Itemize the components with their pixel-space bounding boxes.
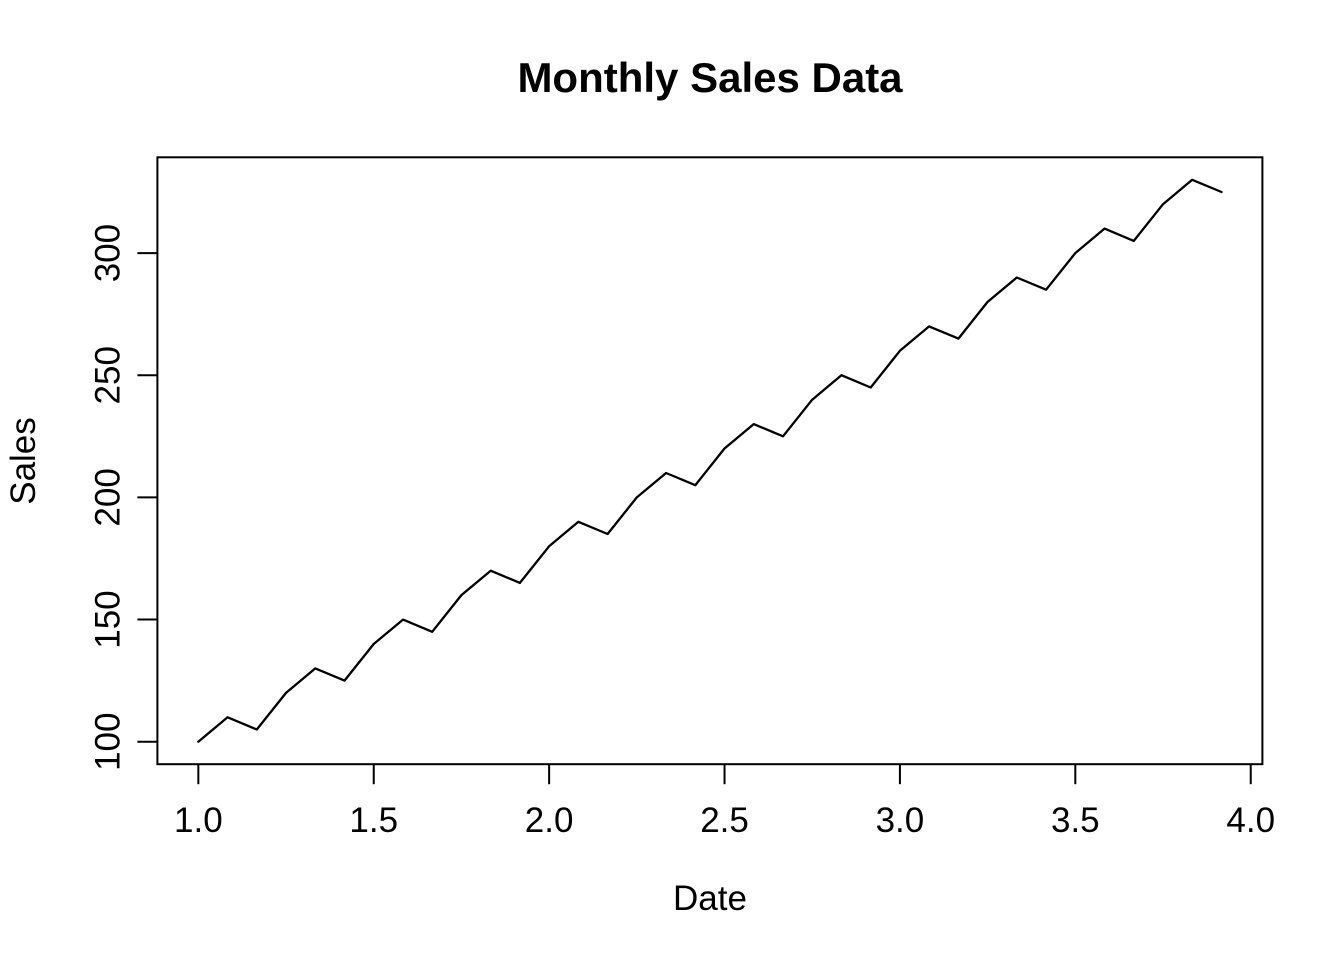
x-tick-label: 2.5 (700, 801, 749, 840)
x-tick-label: 1.0 (174, 801, 223, 840)
chart-title: Monthly Sales Data (517, 54, 903, 101)
plot-area: 1.0 1.5 2.0 2.5 3.0 3.5 4.0 100 150 200 250 300 (89, 156, 1275, 840)
x-tick-label: 3.0 (876, 801, 925, 840)
x-tick-label: 1.5 (349, 801, 398, 840)
x-tick-label: 3.5 (1051, 801, 1100, 840)
x-tick-label: 4.0 (1226, 801, 1275, 840)
x-axis-label: Date (673, 879, 747, 918)
y-tick-label: 300 (89, 224, 128, 282)
y-tick-label: 200 (89, 468, 128, 526)
y-tick-label: 150 (89, 590, 128, 648)
plot-border (156, 156, 1264, 766)
y-tick-label: 100 (89, 713, 128, 771)
y-tick-label: 250 (89, 346, 128, 404)
sales-line (197, 178, 1223, 743)
x-tick-label: 2.0 (525, 801, 574, 840)
y-axis-label: Sales (4, 417, 43, 505)
